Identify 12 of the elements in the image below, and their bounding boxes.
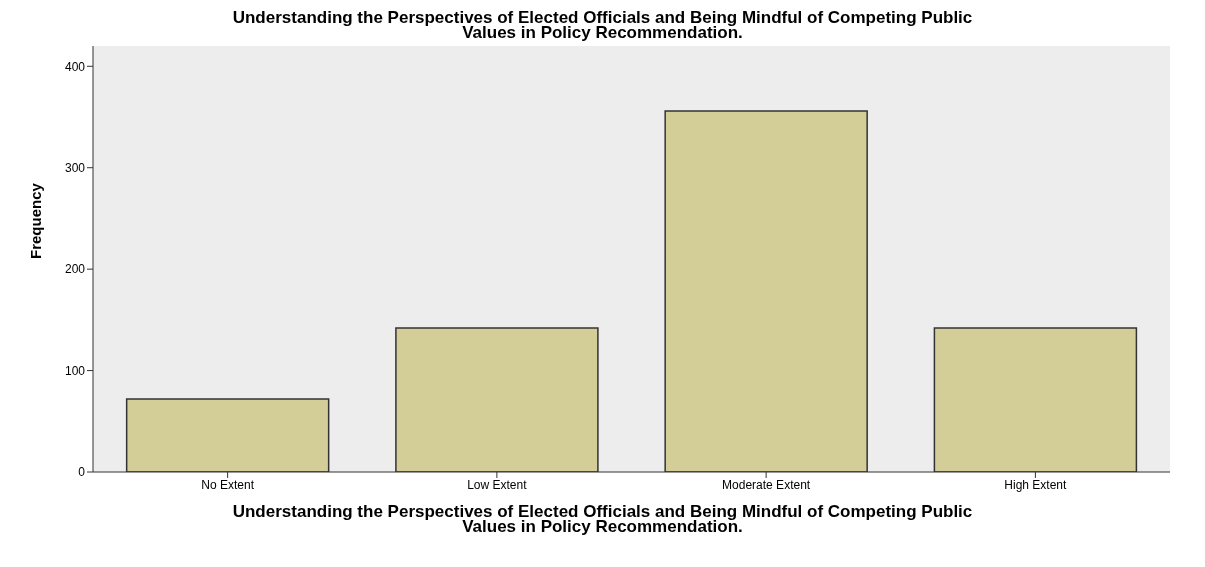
- x-tick-label: High Extent: [1004, 477, 1068, 492]
- x-tick-label: Moderate Extent: [722, 477, 811, 492]
- x-tick-label: No Extent: [201, 477, 255, 492]
- y-tick-label: 100: [64, 363, 86, 378]
- chart-title: Understanding the Perspectives of Elected Officials and Being Mindful of Competing Public Values in Policy Recommendation.: [231, 8, 974, 42]
- y-axis-title: Frequency: [27, 182, 45, 259]
- y-tick-label: 0: [78, 465, 86, 480]
- x-tick-label: Low Extent: [467, 477, 528, 492]
- x-axis-title: Understanding the Perspectives of Elected Officials and Being Mindful of Competing Public Values in Policy Recommendation.: [231, 502, 974, 536]
- y-tick-label: 200: [64, 262, 86, 277]
- y-tick-label: 300: [64, 160, 86, 175]
- y-tick-label: 400: [64, 59, 86, 74]
